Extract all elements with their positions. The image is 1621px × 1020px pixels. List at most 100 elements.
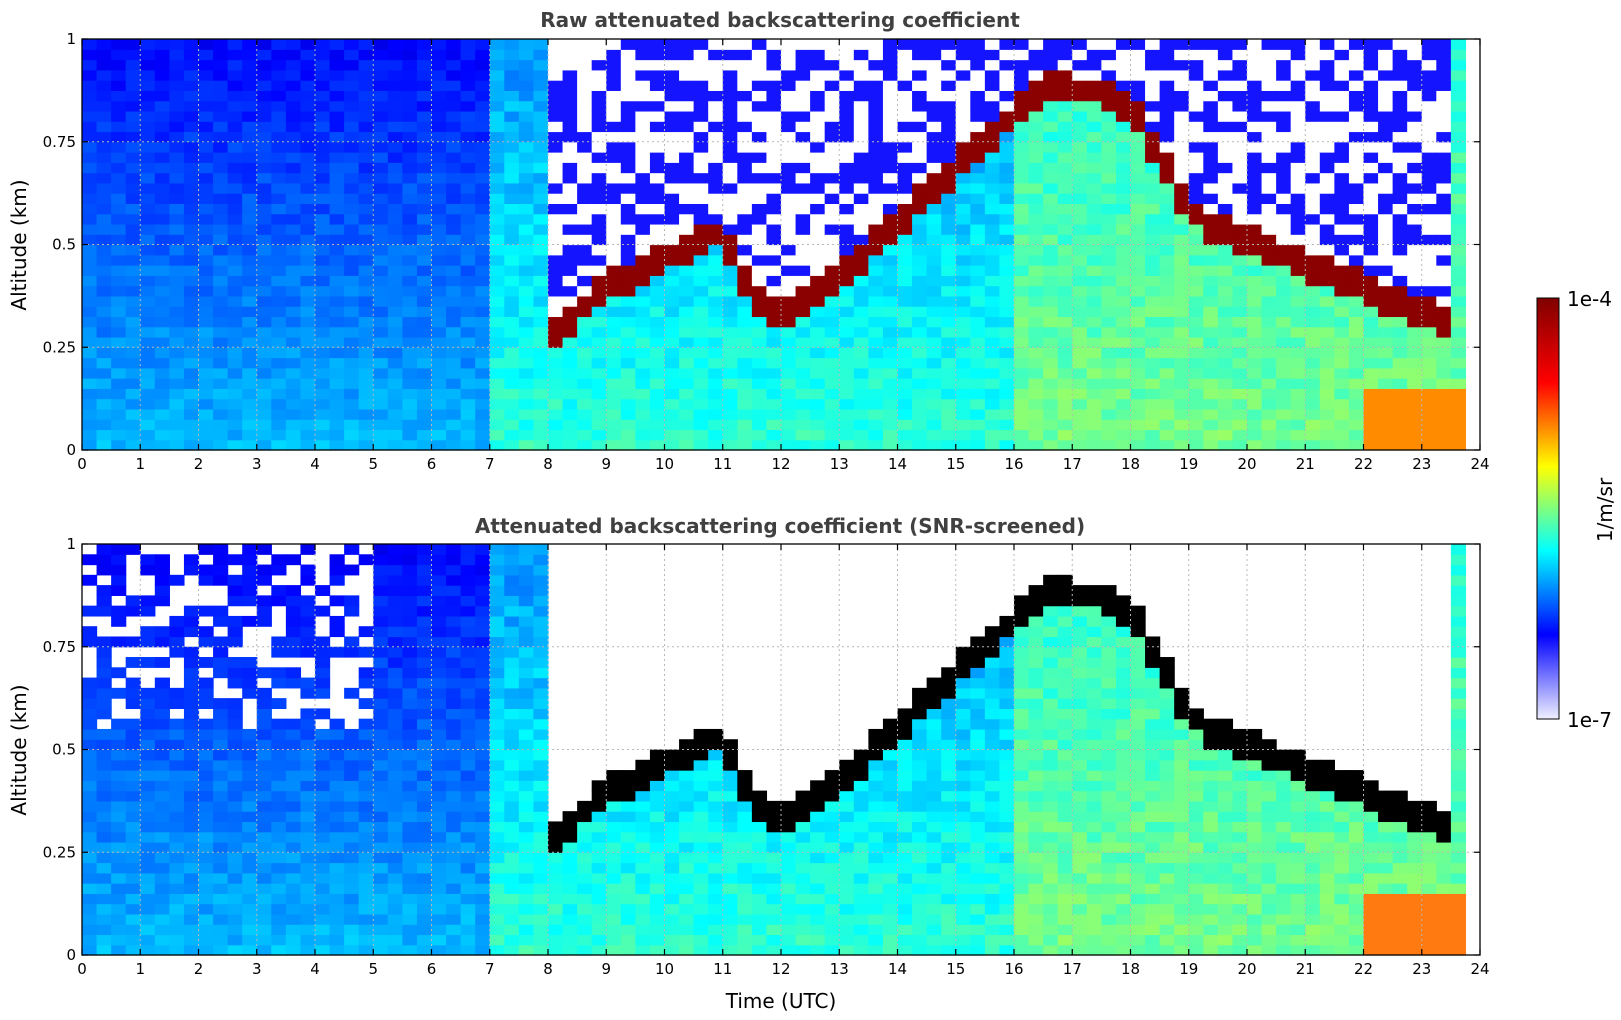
heatmap-cell bbox=[649, 162, 666, 174]
heatmap-cell bbox=[693, 121, 709, 133]
heatmap-cell bbox=[1436, 39, 1452, 50]
heatmap-cell bbox=[737, 69, 753, 81]
heatmap-cell bbox=[198, 336, 214, 348]
heatmap-cell bbox=[839, 234, 855, 246]
heatmap-cell bbox=[1247, 439, 1263, 451]
heatmap-cell bbox=[664, 90, 680, 102]
heatmap-cell bbox=[285, 636, 302, 648]
heatmap-cell bbox=[504, 69, 520, 81]
heatmap-cell bbox=[810, 295, 826, 307]
heatmap-cell bbox=[489, 924, 505, 936]
heatmap-cell bbox=[810, 100, 826, 112]
heatmap-cell bbox=[271, 326, 287, 338]
heatmap-cell bbox=[868, 69, 884, 81]
heatmap-cell bbox=[1159, 234, 1175, 246]
heatmap-cell bbox=[198, 770, 214, 781]
heatmap-cell bbox=[853, 152, 869, 163]
heatmap-cell bbox=[431, 913, 447, 925]
heatmap-cell bbox=[679, 244, 695, 256]
heatmap-cell bbox=[227, 172, 243, 184]
heatmap-cell bbox=[446, 162, 462, 174]
heatmap-cell bbox=[606, 121, 622, 133]
heatmap-cell bbox=[416, 924, 433, 936]
heatmap-cell bbox=[1392, 429, 1408, 441]
heatmap-cell bbox=[387, 698, 403, 709]
heatmap-cell bbox=[941, 182, 957, 194]
heatmap-cell bbox=[1174, 203, 1190, 215]
heatmap-cell bbox=[402, 913, 418, 925]
heatmap-cell bbox=[606, 141, 622, 153]
heatmap-cell bbox=[1421, 162, 1437, 174]
heatmap-cell bbox=[315, 367, 331, 379]
heatmap-cell bbox=[620, 39, 636, 50]
heatmap-cell bbox=[300, 718, 316, 730]
heatmap-cell bbox=[853, 223, 869, 235]
heatmap-cell bbox=[242, 223, 258, 235]
heatmap-cell bbox=[96, 244, 112, 256]
heatmap-cell bbox=[344, 398, 360, 410]
heatmap-cell bbox=[810, 419, 826, 431]
heatmap-cell bbox=[781, 49, 797, 61]
heatmap-cell bbox=[489, 213, 505, 225]
heatmap-cell bbox=[679, 408, 695, 420]
heatmap-cell bbox=[679, 69, 695, 81]
heatmap-cell bbox=[1276, 193, 1292, 204]
heatmap-cell bbox=[941, 121, 957, 133]
heatmap-cell bbox=[285, 265, 302, 276]
heatmap-cell bbox=[577, 39, 593, 50]
heatmap-cell bbox=[82, 862, 98, 874]
heatmap-cell bbox=[1174, 80, 1190, 91]
heatmap-cell bbox=[1188, 439, 1204, 451]
heatmap-cell bbox=[1232, 234, 1248, 246]
heatmap-cell bbox=[999, 203, 1015, 215]
heatmap-cell bbox=[926, 213, 942, 225]
heatmap-cell bbox=[315, 80, 331, 91]
heatmap-cell bbox=[358, 80, 374, 91]
heatmap-cell bbox=[300, 378, 316, 389]
heatmap-cell bbox=[679, 357, 695, 369]
heatmap-cell bbox=[402, 429, 418, 441]
heatmap-cell bbox=[853, 285, 869, 297]
heatmap-cell bbox=[111, 131, 127, 143]
heatmap-cell bbox=[591, 367, 607, 379]
heatmap-cell bbox=[315, 265, 331, 276]
heatmap-cell bbox=[198, 728, 214, 740]
heatmap-cell bbox=[664, 244, 680, 256]
heatmap-cell bbox=[635, 378, 651, 389]
heatmap-cell bbox=[1450, 357, 1467, 369]
heatmap-cell bbox=[358, 924, 374, 936]
heatmap-cell bbox=[926, 100, 942, 112]
heatmap-cell bbox=[1130, 80, 1146, 91]
heatmap-cell bbox=[402, 790, 418, 802]
heatmap-cell bbox=[198, 419, 214, 431]
heatmap-cell bbox=[227, 193, 243, 204]
heatmap-cell bbox=[1217, 69, 1234, 81]
heatmap-cell bbox=[416, 636, 433, 648]
heatmap-cell bbox=[460, 367, 476, 379]
heatmap-cell bbox=[416, 677, 433, 689]
heatmap-cell bbox=[416, 883, 433, 894]
heatmap-cell bbox=[1421, 398, 1437, 410]
heatmap-cell bbox=[1101, 439, 1117, 451]
heatmap-cell bbox=[708, 69, 724, 81]
heatmap-cell bbox=[446, 554, 462, 566]
heatmap-cell bbox=[1057, 429, 1073, 441]
heatmap-cell bbox=[446, 429, 462, 441]
heatmap-cell bbox=[766, 162, 782, 174]
heatmap-cell bbox=[1159, 141, 1175, 153]
heatmap-cell bbox=[242, 306, 258, 318]
heatmap-cell bbox=[984, 100, 1001, 112]
heatmap-cell bbox=[853, 336, 869, 348]
heatmap-cell bbox=[810, 193, 826, 204]
heatmap-cell bbox=[183, 893, 200, 905]
heatmap-cell bbox=[1217, 265, 1234, 276]
heatmap-cell bbox=[1145, 182, 1161, 194]
heatmap-cell bbox=[649, 306, 666, 318]
heatmap-cell bbox=[183, 336, 200, 348]
heatmap-cell bbox=[300, 574, 316, 586]
heatmap-cell bbox=[489, 285, 505, 297]
heatmap-cell bbox=[1450, 131, 1467, 143]
heatmap-cell bbox=[533, 265, 549, 276]
heatmap-cell bbox=[489, 121, 505, 133]
heatmap-cell bbox=[1028, 49, 1044, 61]
